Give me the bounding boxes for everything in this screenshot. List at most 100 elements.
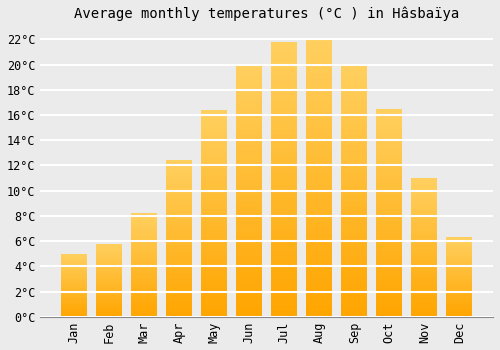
Bar (306, 73, 332, 78)
Bar (201, 172, 228, 176)
Bar (411, 228, 438, 231)
Bar (376, 296, 402, 300)
Bar (306, 139, 332, 145)
Bar (376, 279, 402, 284)
Bar (131, 267, 157, 269)
Bar (446, 280, 472, 282)
Bar (131, 259, 157, 261)
Bar (271, 174, 297, 179)
Bar (376, 159, 402, 163)
Bar (201, 271, 228, 275)
Bar (166, 236, 192, 239)
Bar (376, 221, 402, 225)
Bar (376, 288, 402, 292)
Bar (306, 211, 332, 217)
Bar (201, 135, 228, 139)
Bar (341, 85, 367, 90)
Bar (376, 142, 402, 146)
Bar (131, 288, 157, 290)
Bar (201, 263, 228, 267)
Bar (411, 303, 438, 306)
Bar (341, 307, 367, 312)
Bar (201, 267, 228, 271)
Bar (96, 289, 122, 290)
Bar (341, 266, 367, 271)
Bar (306, 178, 332, 184)
Bar (271, 256, 297, 262)
Bar (96, 252, 122, 254)
Bar (166, 264, 192, 267)
Bar (166, 198, 192, 201)
Bar (96, 296, 122, 298)
Bar (201, 280, 228, 284)
Bar (166, 192, 192, 195)
Bar (271, 218, 297, 223)
Bar (411, 284, 438, 286)
Bar (306, 245, 332, 250)
Bar (96, 266, 122, 267)
Bar (201, 164, 228, 168)
Bar (271, 158, 297, 163)
Bar (376, 130, 402, 134)
Bar (271, 91, 297, 97)
Bar (61, 292, 87, 293)
Bar (306, 167, 332, 173)
Bar (201, 143, 228, 147)
Bar (61, 258, 87, 259)
Bar (236, 297, 262, 302)
Bar (166, 245, 192, 248)
Bar (61, 265, 87, 266)
Bar (446, 239, 472, 240)
Bar (376, 308, 402, 313)
Bar (306, 267, 332, 272)
Bar (411, 239, 438, 242)
Bar (271, 201, 297, 207)
Bar (271, 124, 297, 130)
Bar (96, 274, 122, 276)
Bar (166, 214, 192, 217)
Bar (236, 115, 262, 120)
Bar (376, 117, 402, 121)
Bar (131, 224, 157, 226)
Bar (131, 251, 157, 253)
Bar (446, 282, 472, 284)
Bar (376, 292, 402, 296)
Bar (341, 191, 367, 196)
Bar (271, 278, 297, 284)
Bar (271, 152, 297, 158)
Bar (341, 196, 367, 201)
Bar (271, 240, 297, 245)
Bar (61, 309, 87, 310)
Bar (446, 255, 472, 257)
Bar (271, 207, 297, 212)
Bar (131, 273, 157, 275)
Bar (236, 135, 262, 140)
Bar (376, 184, 402, 188)
Bar (166, 201, 192, 204)
Bar (341, 130, 367, 135)
Bar (446, 248, 472, 250)
Bar (341, 206, 367, 211)
Bar (446, 266, 472, 267)
Bar (96, 250, 122, 251)
Bar (96, 280, 122, 282)
Bar (271, 295, 297, 300)
Bar (271, 130, 297, 135)
Bar (201, 127, 228, 131)
Bar (201, 110, 228, 114)
Bar (131, 313, 157, 315)
Bar (236, 105, 262, 110)
Bar (96, 295, 122, 296)
Bar (61, 312, 87, 313)
Bar (411, 259, 438, 261)
Bar (446, 240, 472, 242)
Bar (61, 255, 87, 256)
Bar (131, 275, 157, 278)
Bar (271, 273, 297, 278)
Bar (96, 251, 122, 252)
Bar (96, 311, 122, 313)
Bar (376, 113, 402, 117)
Bar (341, 105, 367, 110)
Bar (341, 80, 367, 85)
Bar (271, 86, 297, 91)
